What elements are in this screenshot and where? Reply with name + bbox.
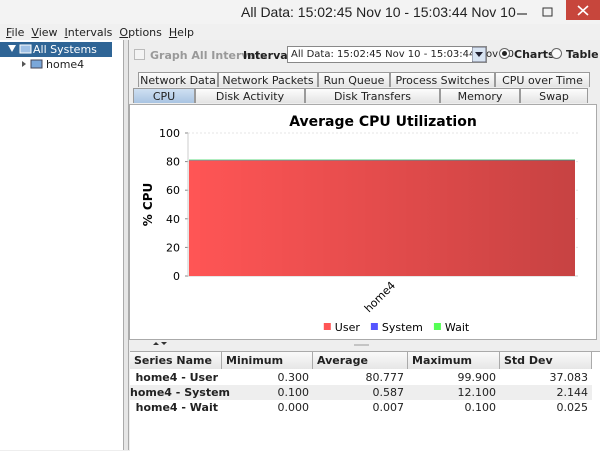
y-tick-label: 100 — [159, 127, 180, 140]
column-header[interactable]: Average — [313, 352, 408, 369]
radio-label: Charts — [514, 48, 555, 61]
column-header[interactable]: Series Name — [130, 352, 222, 369]
table-cell: 0.587 — [372, 386, 405, 399]
title-bar: All Data: 15:02:45 Nov 10 - 15:03:44 Nov… — [0, 0, 600, 24]
radio-button[interactable] — [499, 48, 510, 59]
y-tick-label: 60 — [166, 184, 180, 197]
host-icon — [30, 59, 43, 69]
legend-swatch — [370, 323, 378, 330]
column-header[interactable]: Std Dev — [500, 352, 592, 369]
chart-title: Average CPU Utilization — [289, 114, 477, 130]
menu-item[interactable]: Intervals — [64, 26, 113, 39]
legend-label: Wait — [445, 321, 470, 334]
tree-icons — [8, 44, 43, 69]
tab[interactable]: Process Switches — [390, 72, 495, 87]
table-cell: 37.083 — [549, 371, 589, 384]
table-cell: home4 - Wait — [135, 401, 218, 414]
content-panel: Graph All Intervals Interval: All Data: … — [129, 40, 600, 451]
tab[interactable]: Network Data — [138, 72, 218, 87]
window-title: All Data: 15:02:45 Nov 10 - 15:03:44 Nov… — [241, 4, 516, 20]
close-icon — [577, 5, 589, 16]
tab[interactable]: Swap — [520, 88, 588, 103]
menu-item[interactable]: Options — [119, 26, 162, 39]
tree-node[interactable]: home4 — [46, 58, 85, 71]
tab[interactable]: Disk Transfers — [305, 88, 440, 103]
table-cell: 12.100 — [457, 386, 497, 399]
stats-table: Series Name Minimum Average Maximum Std Dev h… — [130, 351, 600, 451]
legend-label: User — [335, 321, 361, 334]
legend-swatch — [433, 323, 441, 330]
y-tick-label: 40 — [166, 213, 180, 226]
table-cell: 80.777 — [365, 371, 405, 384]
bar-shading — [189, 159, 575, 276]
interval-combobox[interactable]: All Data: 15:02:45 Nov 10 - 15:03:44 Nov… — [287, 46, 514, 63]
tab[interactable]: Network Packets — [218, 72, 318, 87]
vertical-splitter[interactable] — [129, 340, 597, 350]
checkbox-label: Graph All Intervals — [150, 49, 267, 62]
table-cell: 0.000 — [277, 401, 310, 414]
menu-item[interactable]: File — [6, 26, 25, 39]
y-tick-label: 0 — [173, 270, 180, 283]
table-cell: home4 - User — [135, 371, 218, 384]
tab[interactable]: CPU over Time — [495, 72, 590, 87]
tab[interactable]: CPU — [133, 88, 195, 103]
menu-bar: File View Intervals Options Help — [0, 24, 600, 40]
y-tick-label: 80 — [166, 156, 180, 169]
interval-value: All Data: 15:02:45 Nov 10 - 15:03:44 Nov… — [291, 49, 514, 60]
tab[interactable]: Memory — [440, 88, 520, 103]
x-tick-label: home4 — [362, 279, 398, 315]
splitter[interactable] — [124, 40, 129, 450]
tree-root[interactable]: All Systems — [33, 43, 97, 56]
chart-panel: Average CPU Utilization % CPU 0 20 40 60 80 100… — [129, 104, 597, 340]
maximize-button[interactable] — [542, 7, 553, 17]
window-controls — [517, 0, 600, 20]
interval-label: Interval: — [243, 49, 296, 62]
radio-dot — [502, 51, 507, 56]
legend-label: System — [382, 321, 423, 334]
table-row[interactable] — [130, 370, 592, 385]
table-cell: 2.144 — [556, 386, 589, 399]
table-cell: 0.100 — [277, 386, 310, 399]
column-header[interactable]: Minimum — [222, 352, 313, 369]
checkbox[interactable] — [134, 49, 146, 61]
y-tick-label: 20 — [166, 241, 180, 254]
legend-swatch — [323, 323, 331, 330]
menu-item[interactable]: View — [31, 26, 58, 39]
table-cell: 0.007 — [372, 401, 405, 414]
table-row[interactable] — [130, 400, 592, 415]
tree-panel: All Systems home4 — [0, 40, 124, 450]
systems-icon — [19, 44, 32, 54]
chart: Average CPU Utilization % CPU 0 20 40 60 80 100… — [141, 114, 578, 334]
table-cell: 0.025 — [556, 401, 589, 414]
y-axis-label: % CPU — [141, 183, 155, 227]
combobox-arrow[interactable] — [472, 47, 486, 62]
table-cell: 99.900 — [457, 371, 497, 384]
expand-icon[interactable] — [8, 45, 16, 52]
table-row[interactable] — [130, 385, 592, 400]
tab[interactable]: Run Queue — [318, 72, 390, 87]
radio-button[interactable] — [551, 48, 562, 59]
column-header[interactable]: Maximum — [408, 352, 500, 369]
collapse-icon[interactable] — [22, 61, 26, 67]
tab[interactable]: Disk Activity — [195, 88, 305, 103]
menu-item[interactable]: Help — [168, 26, 194, 39]
radio-label: Table — [566, 48, 599, 61]
table-cell: 0.100 — [464, 401, 497, 414]
table-cell: 0.300 — [277, 371, 310, 384]
table-cell: home4 - System — [130, 386, 231, 399]
